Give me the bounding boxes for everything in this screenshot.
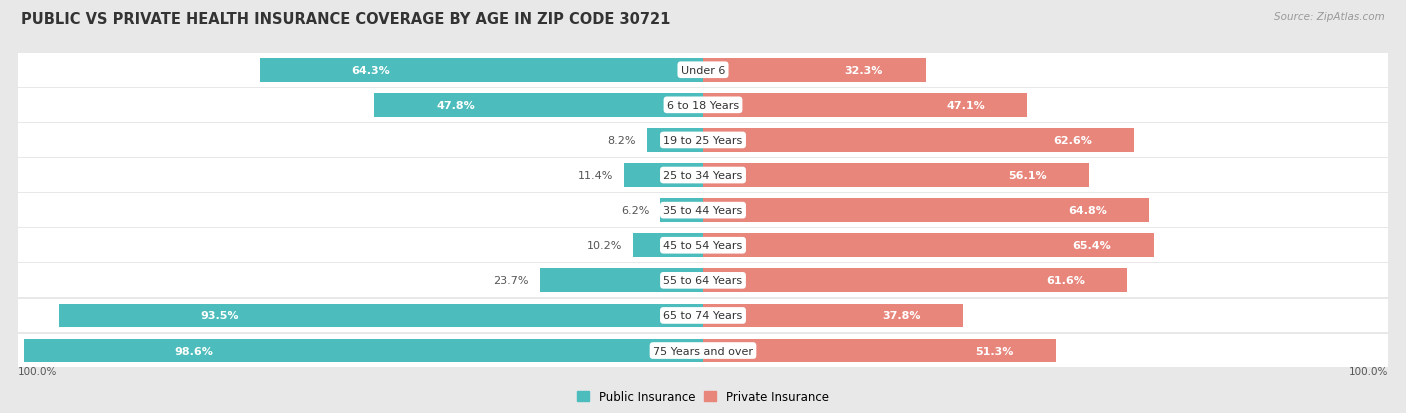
Text: 75 Years and over: 75 Years and over: [652, 346, 754, 356]
Text: 32.3%: 32.3%: [845, 66, 883, 76]
Bar: [18, 194, 1388, 228]
Bar: [24, 339, 703, 363]
Bar: [703, 94, 1028, 117]
Text: 23.7%: 23.7%: [494, 275, 529, 286]
Text: 93.5%: 93.5%: [201, 311, 239, 320]
Bar: [703, 129, 1135, 152]
Text: 65 to 74 Years: 65 to 74 Years: [664, 311, 742, 320]
Text: 8.2%: 8.2%: [607, 135, 636, 146]
Bar: [703, 304, 963, 328]
Bar: [260, 59, 703, 83]
Bar: [59, 304, 703, 328]
Bar: [18, 124, 1388, 157]
Text: 6.2%: 6.2%: [621, 206, 650, 216]
Text: 56.1%: 56.1%: [1008, 171, 1047, 180]
Text: 61.6%: 61.6%: [1046, 275, 1085, 286]
Text: 100.0%: 100.0%: [18, 366, 58, 376]
Bar: [703, 59, 925, 83]
Text: 98.6%: 98.6%: [174, 346, 212, 356]
Bar: [18, 159, 1388, 192]
Text: 64.8%: 64.8%: [1069, 206, 1107, 216]
Bar: [18, 264, 1388, 297]
Text: 19 to 25 Years: 19 to 25 Years: [664, 135, 742, 146]
Text: PUBLIC VS PRIVATE HEALTH INSURANCE COVERAGE BY AGE IN ZIP CODE 30721: PUBLIC VS PRIVATE HEALTH INSURANCE COVER…: [21, 12, 671, 27]
Text: 25 to 34 Years: 25 to 34 Years: [664, 171, 742, 180]
Bar: [703, 199, 1150, 223]
Text: Under 6: Under 6: [681, 66, 725, 76]
Text: 37.8%: 37.8%: [882, 311, 921, 320]
Bar: [661, 199, 703, 223]
Bar: [18, 334, 1388, 368]
Text: 100.0%: 100.0%: [1348, 366, 1388, 376]
Text: 47.8%: 47.8%: [437, 101, 475, 111]
Text: 45 to 54 Years: 45 to 54 Years: [664, 241, 742, 251]
Bar: [540, 269, 703, 292]
Bar: [18, 299, 1388, 332]
Bar: [18, 89, 1388, 122]
Text: 11.4%: 11.4%: [578, 171, 613, 180]
Bar: [624, 164, 703, 188]
Text: 64.3%: 64.3%: [352, 66, 389, 76]
Bar: [703, 164, 1090, 188]
Bar: [703, 339, 1056, 363]
Text: 65.4%: 65.4%: [1073, 241, 1111, 251]
Bar: [374, 94, 703, 117]
Bar: [703, 234, 1153, 258]
Bar: [647, 129, 703, 152]
Text: 47.1%: 47.1%: [946, 101, 984, 111]
Text: 62.6%: 62.6%: [1053, 135, 1091, 146]
Text: 10.2%: 10.2%: [586, 241, 621, 251]
Bar: [633, 234, 703, 258]
Text: 35 to 44 Years: 35 to 44 Years: [664, 206, 742, 216]
Text: 51.3%: 51.3%: [976, 346, 1014, 356]
Legend: Public Insurance, Private Insurance: Public Insurance, Private Insurance: [572, 385, 834, 408]
Bar: [18, 229, 1388, 262]
Text: Source: ZipAtlas.com: Source: ZipAtlas.com: [1274, 12, 1385, 22]
Text: 6 to 18 Years: 6 to 18 Years: [666, 101, 740, 111]
Bar: [18, 54, 1388, 88]
Text: 55 to 64 Years: 55 to 64 Years: [664, 275, 742, 286]
Bar: [703, 269, 1128, 292]
